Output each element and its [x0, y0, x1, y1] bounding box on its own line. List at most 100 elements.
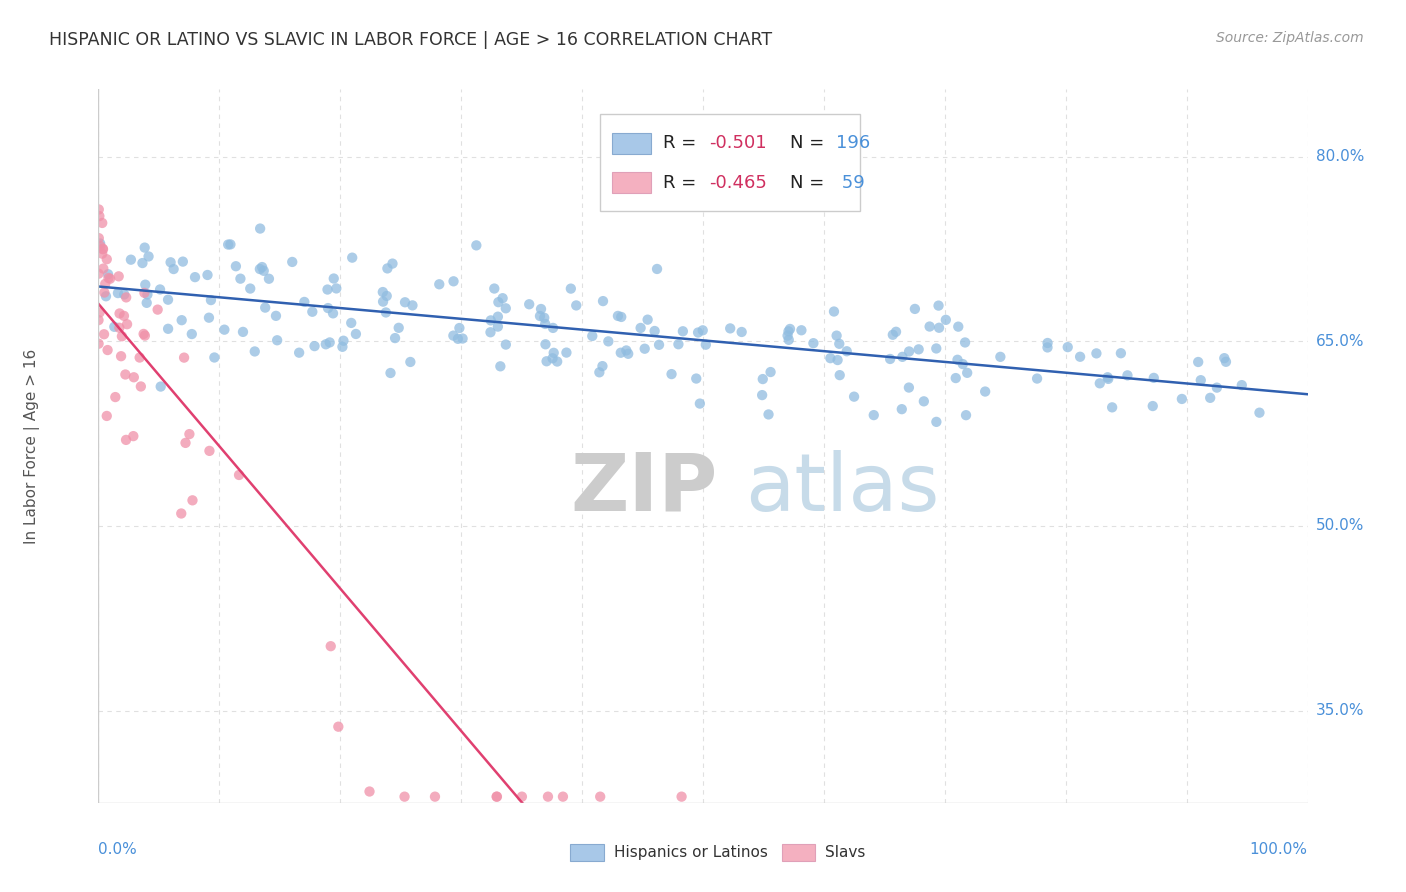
- Point: [129, 379, 152, 393]
- Point: [114, 368, 136, 382]
- Text: 50.0%: 50.0%: [1316, 518, 1364, 533]
- Point: [486, 319, 509, 334]
- Point: [551, 789, 574, 804]
- Point: [131, 256, 153, 270]
- Text: atlas: atlas: [745, 450, 939, 528]
- Text: Hispanics or Latinos: Hispanics or Latinos: [613, 846, 768, 860]
- Point: [96, 252, 118, 267]
- Point: [219, 237, 242, 252]
- Point: [110, 349, 132, 363]
- Point: [97, 267, 120, 281]
- Point: [292, 294, 315, 309]
- Point: [907, 343, 929, 357]
- Point: [1085, 346, 1108, 360]
- Point: [371, 294, 394, 309]
- Point: [449, 321, 471, 335]
- Point: [491, 291, 513, 305]
- Point: [179, 427, 201, 442]
- Text: In Labor Force | Age > 16: In Labor Force | Age > 16: [24, 349, 39, 543]
- Point: [441, 328, 464, 343]
- Point: [136, 287, 159, 301]
- Point: [89, 236, 111, 251]
- Point: [103, 319, 125, 334]
- Point: [371, 285, 394, 299]
- Point: [465, 238, 488, 252]
- Point: [1097, 372, 1119, 386]
- Point: [87, 267, 110, 281]
- Text: R =: R =: [664, 135, 702, 153]
- Point: [157, 293, 180, 307]
- Point: [827, 353, 849, 368]
- Point: [912, 394, 935, 409]
- Point: [918, 319, 941, 334]
- Point: [731, 325, 754, 339]
- Point: [115, 433, 138, 447]
- Point: [104, 390, 127, 404]
- Point: [1088, 376, 1111, 391]
- Point: [925, 342, 948, 356]
- Point: [315, 337, 337, 351]
- Point: [928, 320, 950, 334]
- Point: [197, 268, 219, 282]
- Text: 35.0%: 35.0%: [1316, 703, 1364, 718]
- Point: [112, 309, 135, 323]
- Point: [485, 789, 508, 804]
- Point: [316, 283, 339, 297]
- Point: [384, 331, 406, 345]
- Point: [447, 332, 470, 346]
- Text: R =: R =: [664, 174, 702, 192]
- Point: [581, 329, 603, 343]
- Point: [427, 277, 450, 292]
- Point: [891, 350, 914, 364]
- Point: [380, 366, 402, 380]
- Point: [87, 313, 110, 327]
- Point: [134, 285, 156, 300]
- Text: ZIP: ZIP: [569, 450, 717, 528]
- Point: [485, 789, 508, 804]
- FancyBboxPatch shape: [782, 844, 815, 862]
- FancyBboxPatch shape: [613, 172, 651, 194]
- Point: [634, 342, 657, 356]
- Point: [249, 221, 271, 235]
- Point: [946, 352, 969, 367]
- Point: [479, 325, 502, 339]
- Point: [108, 320, 131, 334]
- Point: [359, 784, 381, 798]
- Point: [758, 408, 780, 422]
- Point: [128, 351, 150, 365]
- Point: [486, 310, 509, 324]
- Point: [541, 321, 564, 335]
- Point: [948, 319, 970, 334]
- Point: [288, 345, 311, 359]
- Point: [828, 368, 851, 383]
- Point: [1213, 351, 1236, 366]
- Point: [200, 293, 222, 307]
- Point: [217, 237, 239, 252]
- Text: -0.501: -0.501: [709, 135, 766, 153]
- Point: [648, 338, 671, 352]
- Point: [530, 301, 553, 316]
- Point: [1143, 371, 1166, 385]
- Point: [266, 333, 288, 347]
- Point: [87, 231, 110, 245]
- Point: [759, 365, 782, 379]
- Point: [1097, 370, 1119, 384]
- Point: [945, 371, 967, 385]
- Point: [495, 301, 517, 316]
- Point: [318, 335, 340, 350]
- Point: [1189, 373, 1212, 387]
- Point: [898, 344, 921, 359]
- Point: [835, 344, 858, 359]
- Point: [1249, 406, 1271, 420]
- Text: -0.465: -0.465: [709, 174, 766, 192]
- Text: Slavs: Slavs: [825, 846, 866, 860]
- Point: [1199, 391, 1222, 405]
- Point: [1069, 350, 1091, 364]
- Point: [319, 639, 342, 653]
- Point: [495, 337, 517, 351]
- Point: [560, 282, 582, 296]
- Point: [537, 789, 560, 804]
- Point: [184, 270, 207, 285]
- Point: [1205, 381, 1227, 395]
- Point: [884, 325, 907, 339]
